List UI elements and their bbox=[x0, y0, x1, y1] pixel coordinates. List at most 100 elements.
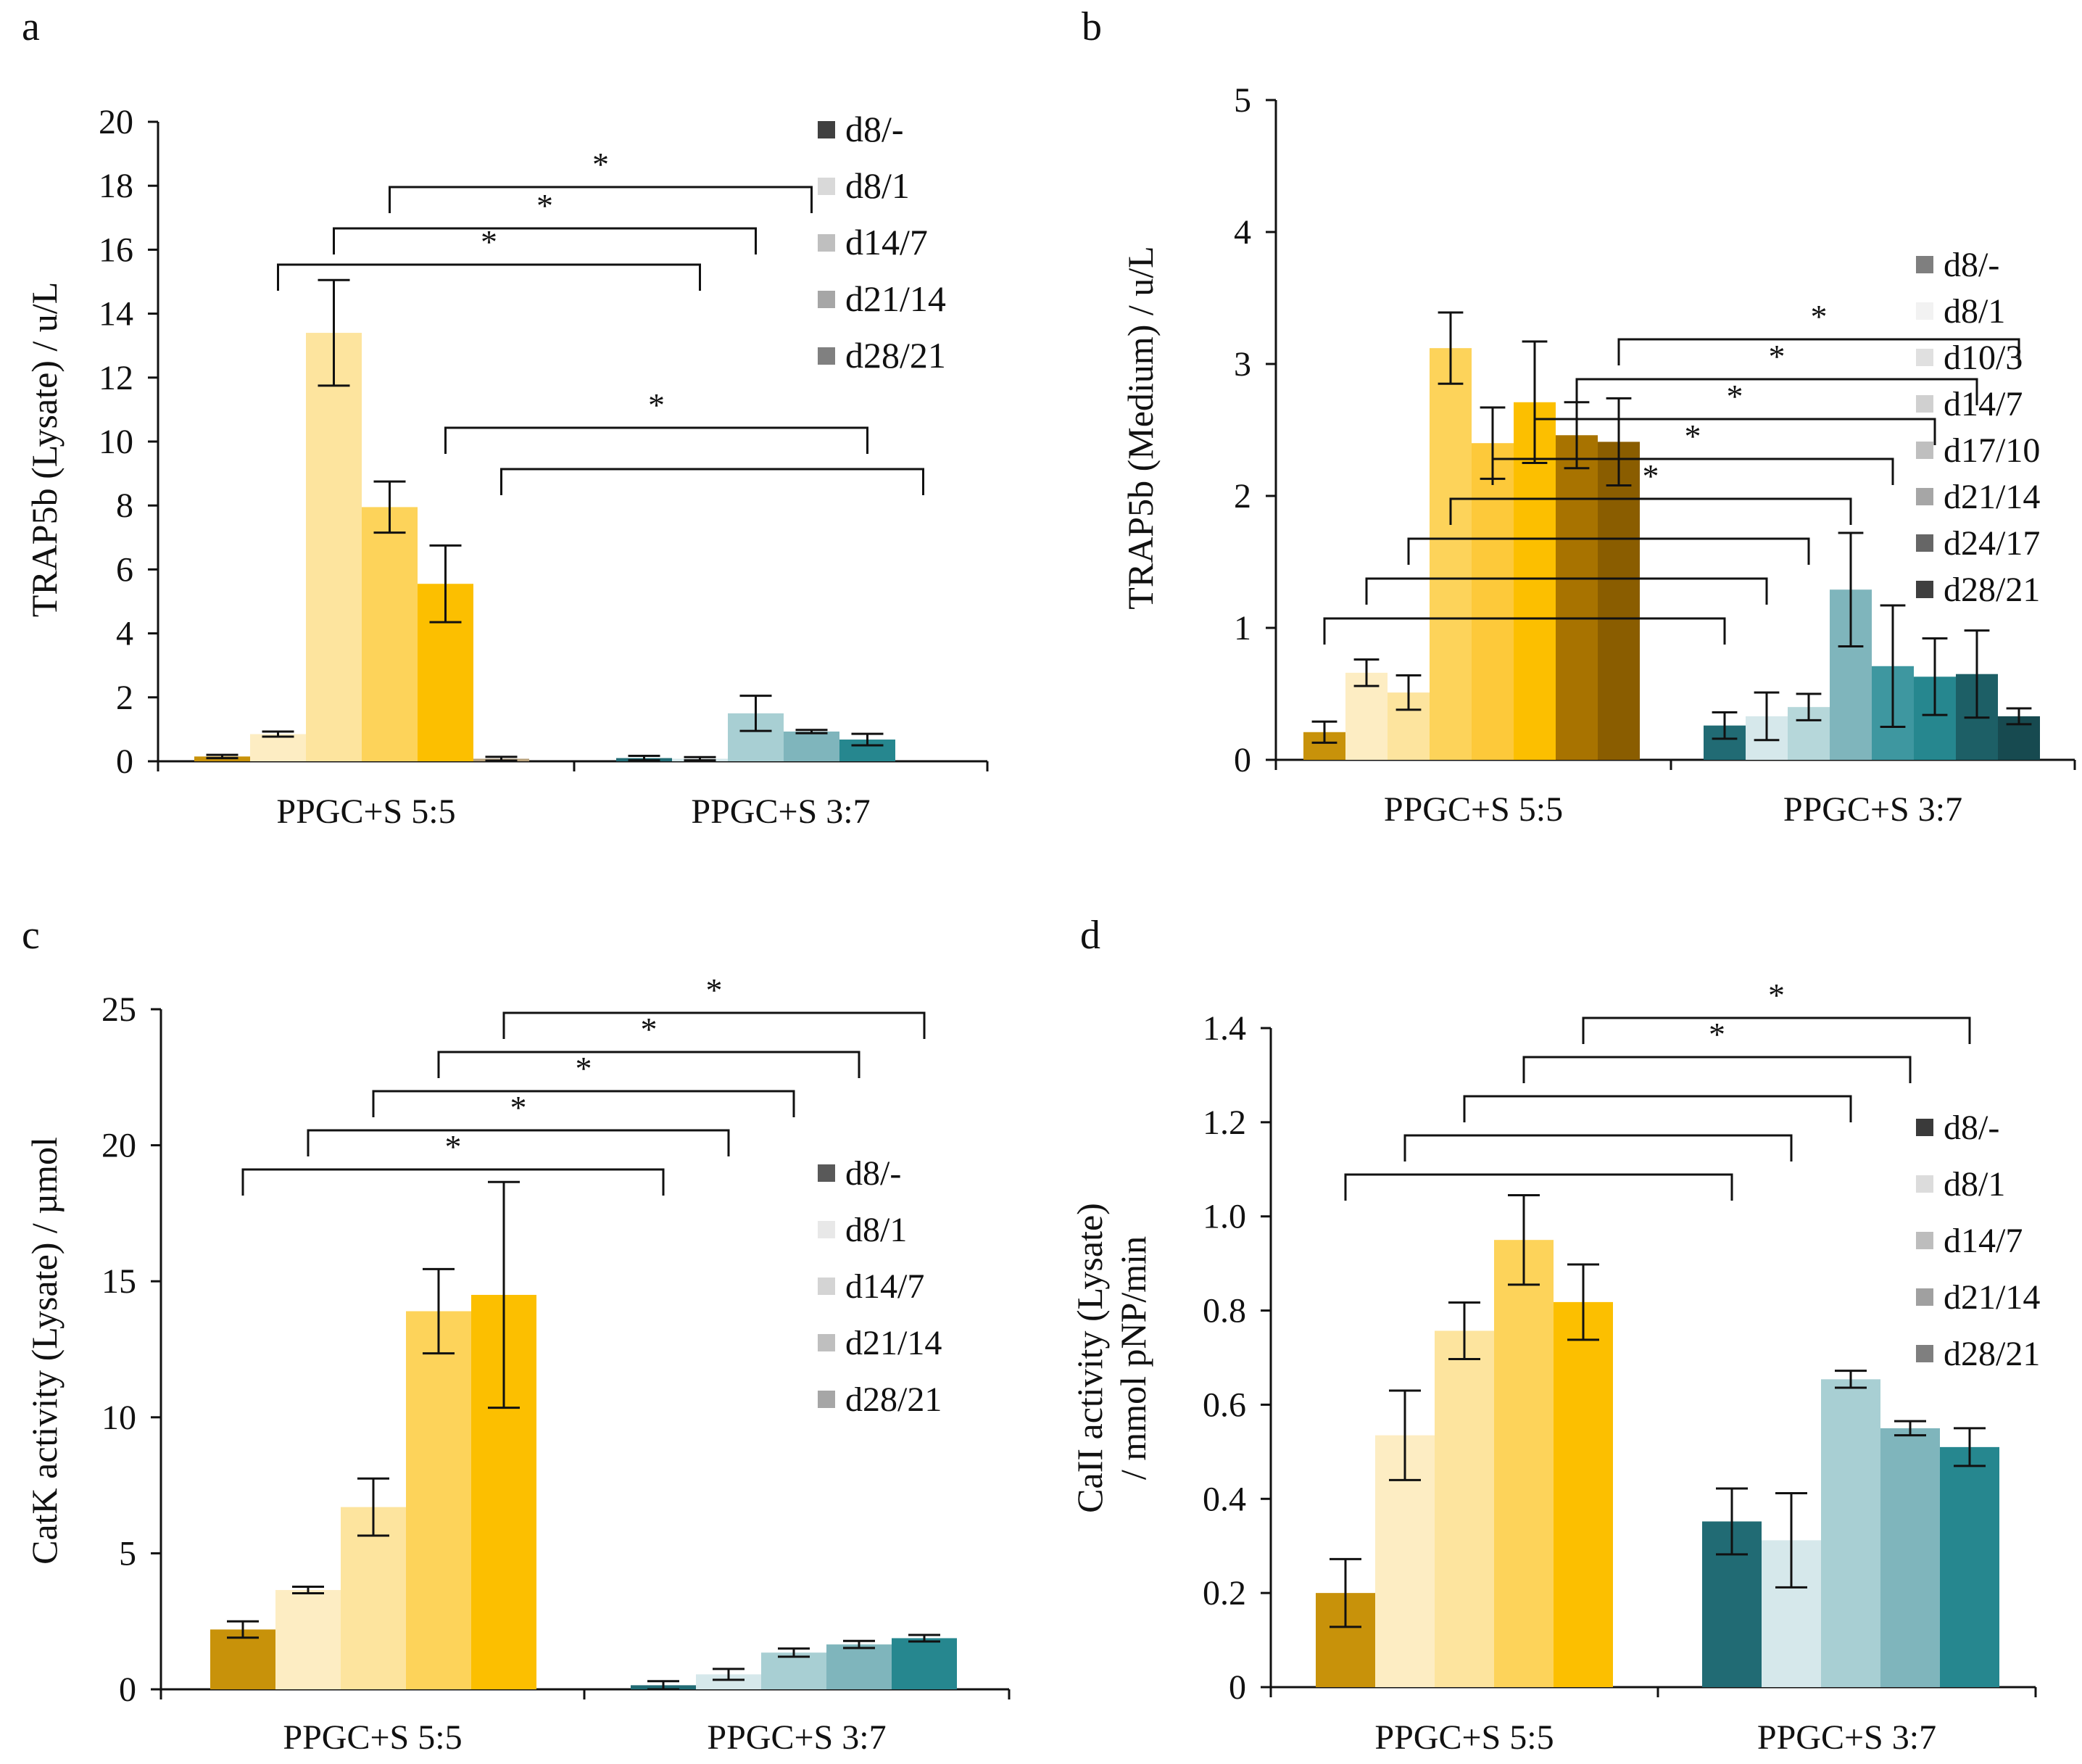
legend-label: d8/- bbox=[1944, 1109, 1999, 1147]
legend-label: d28/21 bbox=[845, 1380, 942, 1419]
error-bar bbox=[318, 278, 350, 387]
bar-d28-21-group-1 bbox=[1940, 1446, 1999, 1687]
category-label: PPGC+S 3:7 bbox=[691, 792, 870, 831]
significance-star: * bbox=[510, 1089, 527, 1126]
significance-bracket bbox=[1407, 537, 1810, 565]
significance-star: * bbox=[576, 1050, 592, 1087]
panel-c: c 0 5 10 15 20 25 PPGC+S 5:5 PPGC+S 3:7 CatK acti… bbox=[22, 913, 1011, 1757]
error-bar bbox=[485, 755, 518, 762]
error-bar bbox=[1567, 1263, 1599, 1341]
significance-star: * bbox=[536, 187, 553, 224]
panel-d: d 0 0.2 0.4 0.6 0.8 1.0 1.2 1.4 PPGC+S 5:5 PPGC+S … bbox=[1069, 913, 2040, 1757]
error-bar bbox=[1838, 531, 1864, 647]
legend-item: d14/7 bbox=[818, 222, 928, 262]
error-bar bbox=[647, 1680, 679, 1691]
legend-swatch bbox=[1916, 534, 1933, 552]
error-bar bbox=[1311, 720, 1337, 744]
y-tick-label: 8 bbox=[116, 486, 133, 525]
panel-label: c bbox=[22, 913, 40, 958]
legend-item: d8/- bbox=[818, 109, 904, 149]
category-label: PPGC+S 5:5 bbox=[283, 1718, 462, 1757]
legend-label: d21/14 bbox=[845, 278, 946, 319]
legend-swatch bbox=[1916, 581, 1933, 598]
y-tick-label: 6 bbox=[116, 550, 133, 589]
y-axis-label: TRAP5b (Lysate) / u/L bbox=[24, 282, 65, 617]
significance-bracket: * bbox=[1533, 378, 1936, 445]
error-bar bbox=[262, 730, 294, 738]
significance-bracket: * bbox=[502, 972, 926, 1039]
error-bar bbox=[1796, 692, 1822, 721]
legend-item: d21/14 bbox=[818, 278, 946, 319]
legend-swatch bbox=[1916, 395, 1933, 413]
legend-item: d8/1 bbox=[1916, 292, 2005, 331]
y-tick-label: 0.2 bbox=[1203, 1574, 1246, 1612]
legend-swatch bbox=[1916, 488, 1933, 505]
y-axis-label: CatK activity (Lysate) / µmol bbox=[24, 1137, 65, 1565]
y-tick-label: 20 bbox=[101, 1127, 136, 1165]
significance-star: * bbox=[648, 386, 665, 423]
legend-item: d21/14 bbox=[1916, 1278, 2040, 1317]
panel-label: d bbox=[1080, 913, 1100, 958]
y-tick-label: 0 bbox=[1229, 1668, 1246, 1707]
bar-d28-21-group-0 bbox=[1598, 442, 1640, 760]
legend-item: d24/17 bbox=[1916, 524, 2040, 563]
significance-bracket: * bbox=[241, 1128, 665, 1196]
legend-item: d28/21 bbox=[1916, 1335, 2040, 1373]
error-bar bbox=[1395, 674, 1422, 711]
legend-label: d10/3 bbox=[1944, 339, 2023, 377]
bar-d28-21-group-1 bbox=[892, 1638, 957, 1689]
error-bar bbox=[1438, 311, 1464, 385]
y-axis-label: CaII activity (Lysate) bbox=[1069, 1203, 1110, 1513]
category-label: PPGC+S 5:5 bbox=[276, 792, 455, 831]
legend-item: d21/14 bbox=[818, 1324, 942, 1362]
significance-star: * bbox=[1811, 298, 1828, 335]
bar-d24-17-group-0 bbox=[1556, 435, 1598, 760]
legend-label: d28/21 bbox=[845, 335, 946, 376]
y-tick-label: 2 bbox=[116, 679, 133, 717]
error-bar bbox=[1712, 711, 1738, 740]
error-bar bbox=[227, 1620, 259, 1639]
error-bar bbox=[684, 755, 716, 762]
bar-d14-7-group-0 bbox=[306, 333, 362, 761]
legend-item: d28/21 bbox=[818, 335, 946, 376]
error-bar bbox=[1754, 691, 1780, 742]
legend-swatch bbox=[818, 121, 835, 138]
error-bar bbox=[357, 1477, 389, 1537]
legend-item: d14/7 bbox=[1916, 1222, 2023, 1260]
legend-label: d28/21 bbox=[1944, 1335, 2040, 1373]
y-tick-label: 0 bbox=[1234, 741, 1251, 779]
significance-star: * bbox=[1643, 457, 1659, 494]
legend-label: d14/7 bbox=[845, 1267, 924, 1306]
legend-label: d8/1 bbox=[1944, 1165, 2005, 1204]
legend-swatch bbox=[1916, 1345, 1933, 1362]
significance-star: * bbox=[1769, 338, 1786, 375]
error-bar bbox=[292, 1586, 324, 1595]
y-tick-label: 0 bbox=[116, 742, 133, 781]
bar-d28-21-group-0 bbox=[1554, 1301, 1613, 1687]
significance-bracket: * bbox=[372, 1050, 795, 1117]
bar-d21-14-group-0 bbox=[406, 1311, 471, 1689]
legend-label: d14/7 bbox=[1944, 1222, 2023, 1260]
error-bar bbox=[851, 732, 884, 747]
significance-star: * bbox=[641, 1011, 658, 1048]
significance-star: * bbox=[1727, 378, 1743, 415]
legend-label: d8/1 bbox=[845, 165, 910, 206]
legend-swatch bbox=[818, 1334, 835, 1351]
panel-b: b 0 1 2 3 4 5 PPGC+S 5:5 PPGC+S 3:7 TRAP5b (Mediu… bbox=[1082, 4, 2076, 829]
bar-d21-14-group-1 bbox=[784, 731, 839, 761]
legend-label: d17/10 bbox=[1944, 431, 2040, 470]
legend-item: d10/3 bbox=[1916, 339, 2023, 377]
legend-label: d14/7 bbox=[1944, 385, 2023, 423]
significance-star: * bbox=[1709, 1016, 1725, 1053]
category-label: PPGC+S 5:5 bbox=[1384, 790, 1563, 829]
error-bar bbox=[429, 544, 462, 624]
y-axis-label: TRAP5b (Medium) / u/L bbox=[1120, 246, 1161, 609]
y-tick-label: 4 bbox=[1234, 213, 1251, 252]
legend-label: d8/1 bbox=[845, 1211, 907, 1249]
legend-swatch bbox=[1916, 1232, 1933, 1249]
y-tick-label: 5 bbox=[1234, 81, 1251, 120]
error-bar bbox=[1353, 658, 1380, 687]
error-bar bbox=[1954, 1427, 1986, 1467]
significance-star: * bbox=[481, 223, 497, 260]
bar-d14-7-group-1 bbox=[761, 1652, 826, 1689]
